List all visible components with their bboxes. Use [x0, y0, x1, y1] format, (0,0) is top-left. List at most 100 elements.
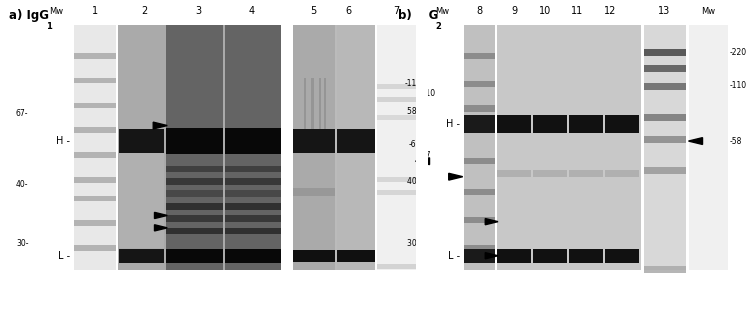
Text: 2: 2 [142, 6, 148, 16]
Bar [644, 49, 686, 56]
Text: H -: H - [446, 119, 460, 129]
Bar [74, 127, 116, 133]
Bar [292, 25, 375, 270]
Bar [497, 25, 641, 270]
Bar [644, 83, 686, 90]
Bar [533, 249, 567, 263]
Text: 2: 2 [435, 22, 441, 31]
Text: 10: 10 [539, 6, 551, 16]
Text: 3: 3 [196, 6, 202, 16]
Bar [416, 0, 428, 310]
Bar [225, 166, 280, 172]
Bar [166, 25, 223, 270]
Bar [225, 228, 280, 234]
Bar [464, 105, 495, 112]
Text: a) IgG: a) IgG [9, 9, 49, 22]
Bar [464, 53, 495, 59]
Bar [377, 116, 416, 120]
Text: 9: 9 [512, 6, 518, 16]
Bar [166, 178, 223, 185]
Bar [293, 25, 334, 270]
Text: 6: 6 [345, 6, 351, 16]
Bar [225, 249, 280, 263]
Bar [464, 115, 495, 133]
Text: -110: -110 [404, 79, 422, 88]
Bar [337, 250, 375, 262]
Polygon shape [154, 212, 167, 219]
Bar [688, 25, 728, 270]
Text: 1: 1 [92, 6, 98, 16]
Polygon shape [154, 225, 167, 231]
Bar [304, 78, 306, 140]
Bar [74, 25, 116, 270]
Bar [74, 103, 116, 108]
Bar [605, 249, 639, 263]
Bar [644, 136, 686, 143]
Bar [644, 114, 686, 121]
Bar [319, 78, 321, 140]
Bar [533, 115, 567, 133]
Text: L -: L - [448, 251, 460, 261]
Text: Mw: Mw [701, 7, 715, 16]
Bar [569, 249, 603, 263]
Text: 58 -: 58 - [406, 107, 422, 116]
Bar [377, 177, 416, 182]
Bar [166, 128, 223, 154]
Polygon shape [485, 253, 498, 259]
Text: Mw: Mw [436, 7, 449, 16]
Bar [377, 97, 416, 101]
Bar [377, 25, 416, 270]
Polygon shape [448, 173, 463, 180]
Bar [118, 153, 164, 248]
Bar [644, 266, 686, 273]
Bar [118, 25, 281, 270]
Text: 7: 7 [394, 6, 400, 16]
Bar [377, 190, 416, 195]
Text: 5: 5 [310, 6, 316, 16]
Bar [166, 215, 223, 222]
Bar [644, 25, 686, 270]
Bar [225, 190, 280, 197]
Bar [118, 130, 164, 153]
Text: 12: 12 [604, 6, 616, 16]
Bar [74, 177, 116, 183]
Bar [225, 25, 280, 270]
Text: -67: -67 [409, 140, 422, 149]
Bar [166, 228, 223, 234]
Bar [464, 81, 495, 87]
Text: 11: 11 [572, 6, 584, 16]
Bar [464, 249, 495, 263]
Bar [225, 215, 280, 222]
Text: -67: -67 [419, 150, 431, 160]
Bar [324, 78, 326, 140]
Text: 67-: 67- [16, 108, 28, 118]
Bar [225, 128, 280, 154]
Bar [293, 130, 334, 153]
Text: 30-: 30- [16, 239, 28, 248]
Text: L -: L - [58, 251, 70, 261]
Bar [464, 127, 495, 133]
Bar [166, 166, 223, 172]
Bar [337, 25, 375, 270]
Text: 1: 1 [46, 22, 53, 31]
Text: -220: -220 [730, 48, 747, 57]
Bar [464, 158, 495, 164]
Bar [166, 190, 223, 197]
Text: 13: 13 [658, 6, 670, 16]
Bar [74, 196, 116, 201]
Bar [74, 53, 116, 59]
Polygon shape [688, 138, 703, 144]
Bar [118, 249, 164, 263]
Bar [605, 115, 639, 133]
Bar [644, 65, 686, 72]
Text: -110: -110 [730, 81, 747, 90]
Bar [644, 167, 686, 174]
Bar [533, 170, 567, 177]
Bar [377, 264, 416, 269]
Bar [605, 170, 639, 177]
Bar [497, 249, 531, 263]
Bar [497, 170, 531, 177]
Text: 30 -: 30 - [406, 239, 422, 248]
Polygon shape [485, 219, 498, 225]
Text: 40 -: 40 - [406, 177, 422, 186]
